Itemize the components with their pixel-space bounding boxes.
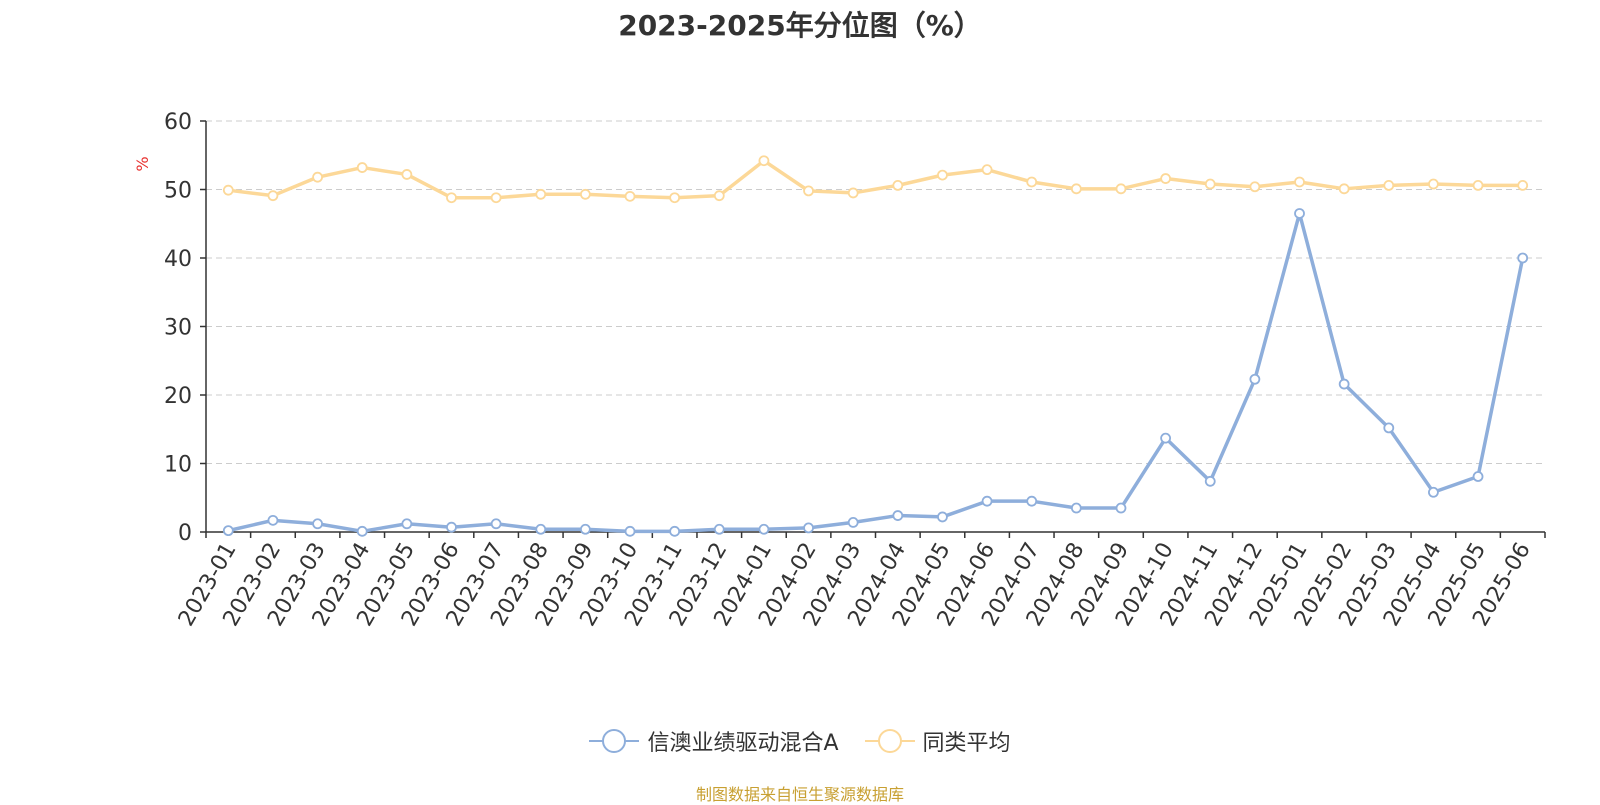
series-point-0	[356, 525, 368, 537]
series-line-1	[228, 158, 1523, 200]
series-point-1	[981, 164, 993, 176]
series-point-0	[1026, 495, 1038, 507]
legend-item-peer-average[interactable]: 同类平均	[864, 725, 1011, 757]
series-point-0	[1294, 208, 1305, 219]
line-chart: 0102030405060%2023-012023-022023-032023-…	[133, 110, 1546, 631]
y-tick-label: 60	[164, 110, 192, 135]
series-point-1	[1160, 173, 1172, 184]
series-point-0	[1472, 471, 1484, 482]
series-point-1	[1383, 179, 1395, 191]
series-point-1	[1026, 176, 1038, 188]
series-point-0	[446, 521, 457, 533]
y-tick-label: 20	[164, 384, 192, 409]
series-point-1	[267, 190, 279, 202]
series-point-1	[1204, 178, 1216, 190]
y-tick-label: 50	[164, 179, 192, 204]
series-point-1	[535, 188, 547, 200]
series-point-1	[222, 184, 234, 196]
series-point-0	[401, 518, 413, 530]
series-point-1	[758, 155, 770, 167]
y-axis-unit-label: %	[133, 156, 152, 171]
series-point-1	[579, 188, 591, 200]
series-point-0	[490, 518, 502, 530]
series-point-0	[1517, 252, 1529, 264]
series-point-1	[1115, 183, 1127, 195]
data-source-note: 制图数据来自恒生聚源数据库	[695, 785, 904, 804]
series-point-1	[1338, 183, 1350, 195]
series-point-1	[937, 169, 948, 181]
series-point-0	[669, 525, 681, 537]
series-point-0	[1383, 422, 1395, 434]
series-point-0	[1070, 502, 1082, 514]
series-point-1	[669, 192, 681, 204]
series-point-0	[535, 523, 547, 535]
series-point-1	[401, 169, 413, 180]
series-point-0	[847, 517, 859, 528]
series-point-1	[1294, 176, 1305, 188]
series-point-1	[1249, 181, 1261, 193]
series-point-1	[1472, 179, 1484, 191]
series-point-1	[1428, 178, 1439, 190]
series-point-0	[1428, 486, 1439, 498]
series-point-0	[1160, 432, 1172, 444]
series-point-0	[892, 510, 904, 521]
series-point-1	[446, 192, 457, 204]
series-point-0	[312, 518, 323, 530]
series-point-0	[758, 523, 770, 535]
series-point-0	[1249, 373, 1261, 385]
series-point-1	[490, 192, 502, 204]
legend-marker-fund	[589, 728, 640, 754]
series-point-1	[803, 185, 814, 197]
series-point-0	[1338, 378, 1350, 390]
series-point-1	[1070, 183, 1082, 195]
series-point-1	[624, 190, 636, 202]
series-point-0	[624, 525, 636, 537]
y-tick-label: 10	[164, 453, 192, 478]
series-point-0	[1204, 475, 1216, 487]
series-point-1	[892, 179, 904, 191]
chart-title: 2023-2025年分位图（%）	[618, 9, 982, 42]
legend: 信澳业绩驱动混合A 同类平均	[0, 725, 1600, 757]
series-point-0	[222, 525, 234, 537]
series-point-0	[803, 522, 814, 534]
series-point-0	[937, 511, 948, 523]
series-line-0	[227, 211, 1525, 534]
legend-marker-peer-average	[864, 728, 915, 754]
series-point-0	[1115, 502, 1127, 514]
legend-item-fund[interactable]: 信澳业绩驱动混合A	[589, 725, 839, 757]
series-point-1	[1517, 179, 1529, 191]
legend-label-peer-average: 同类平均	[922, 731, 1011, 756]
series-point-0	[267, 514, 279, 526]
y-tick-label: 30	[164, 316, 192, 341]
series-point-0	[981, 495, 993, 507]
y-tick-label: 40	[164, 247, 192, 272]
legend-label-fund: 信澳业绩驱动混合A	[647, 731, 839, 756]
y-tick-label: 0	[178, 521, 192, 546]
series-point-1	[713, 190, 725, 202]
series-point-1	[356, 162, 368, 173]
series-point-0	[713, 523, 725, 535]
series-point-1	[312, 171, 323, 183]
series-point-0	[579, 523, 591, 535]
series-point-1	[847, 187, 859, 199]
